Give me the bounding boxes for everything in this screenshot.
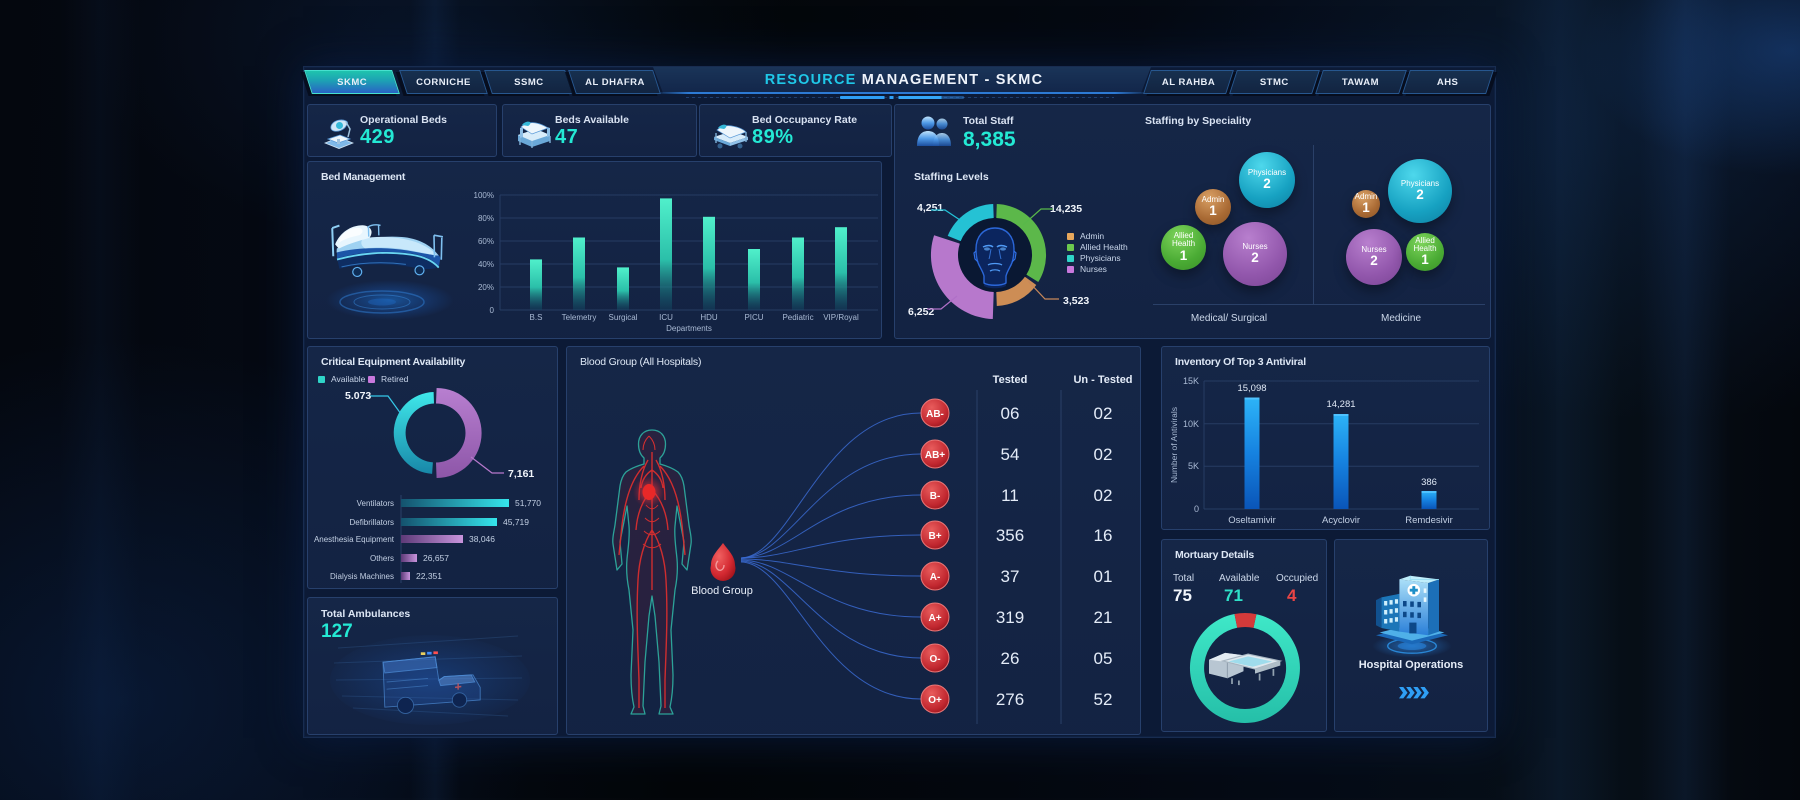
svg-text:15K: 15K — [1183, 376, 1199, 386]
svg-text:01: 01 — [1094, 567, 1113, 586]
svg-text:52: 52 — [1094, 690, 1113, 709]
svg-text:5.073: 5.073 — [345, 390, 371, 402]
svg-text:Telemetry: Telemetry — [562, 313, 597, 322]
svg-text:Defibrillators: Defibrillators — [350, 518, 394, 527]
svg-text:ICU: ICU — [659, 313, 673, 322]
svg-text:AB+: AB+ — [925, 450, 945, 461]
svg-text:Remdesivir: Remdesivir — [1405, 515, 1453, 526]
svg-text:Tested: Tested — [993, 374, 1028, 386]
svg-text:B-: B- — [930, 491, 941, 502]
svg-text:386: 386 — [1421, 477, 1437, 488]
svg-text:5K: 5K — [1188, 461, 1199, 471]
svg-text:45,719: 45,719 — [503, 517, 529, 527]
svg-text:O+: O+ — [928, 695, 942, 706]
svg-text:276: 276 — [996, 690, 1024, 709]
svg-text:10K: 10K — [1183, 419, 1199, 429]
svg-text:26,657: 26,657 — [423, 553, 449, 563]
svg-text:06: 06 — [1001, 404, 1020, 423]
svg-text:B+: B+ — [928, 531, 941, 542]
svg-text:54: 54 — [1001, 445, 1020, 464]
svg-text:7,161: 7,161 — [508, 468, 534, 480]
svg-text:21: 21 — [1094, 608, 1113, 627]
svg-text:Anesthesia Equipment: Anesthesia Equipment — [314, 535, 395, 544]
svg-text:02: 02 — [1094, 404, 1113, 423]
svg-text:Surgical: Surgical — [609, 313, 638, 322]
svg-text:26: 26 — [1001, 649, 1020, 668]
svg-text:38,046: 38,046 — [469, 534, 495, 544]
svg-text:PICU: PICU — [744, 313, 763, 322]
svg-text:O-: O- — [929, 654, 940, 665]
svg-text:37: 37 — [1001, 567, 1020, 586]
svg-text:0: 0 — [490, 306, 495, 315]
svg-text:Pediatric: Pediatric — [782, 313, 813, 322]
svg-text:16: 16 — [1094, 526, 1113, 545]
svg-text:05: 05 — [1094, 649, 1113, 668]
svg-text:80%: 80% — [478, 214, 494, 223]
svg-text:Departments: Departments — [666, 324, 712, 333]
svg-text:HDU: HDU — [700, 313, 718, 322]
svg-text:B.S: B.S — [530, 313, 543, 322]
svg-text:20%: 20% — [478, 283, 494, 292]
svg-text:40%: 40% — [478, 260, 494, 269]
svg-text:Acyclovir: Acyclovir — [1322, 515, 1360, 526]
svg-text:356: 356 — [996, 526, 1024, 545]
svg-text:A-: A- — [930, 572, 941, 583]
svg-text:Dialysis Machines: Dialysis Machines — [330, 572, 394, 581]
svg-text:Others: Others — [370, 554, 394, 563]
svg-text:0: 0 — [1194, 504, 1199, 514]
svg-text:22,351: 22,351 — [416, 571, 442, 581]
svg-text:02: 02 — [1094, 486, 1113, 505]
svg-text:Number of Antivirals: Number of Antivirals — [1169, 407, 1179, 483]
svg-text:02: 02 — [1094, 445, 1113, 464]
svg-text:A+: A+ — [928, 613, 941, 624]
svg-text:Ventilators: Ventilators — [357, 499, 394, 508]
svg-text:51,770: 51,770 — [515, 498, 541, 508]
svg-text:Un - Tested: Un - Tested — [1073, 374, 1132, 386]
svg-text:Blood Group: Blood Group — [691, 585, 753, 597]
svg-text:AB-: AB- — [926, 409, 944, 420]
svg-text:11: 11 — [1001, 486, 1019, 505]
svg-text:60%: 60% — [478, 237, 494, 246]
svg-text:Oseltamivir: Oseltamivir — [1228, 515, 1276, 526]
svg-text:VIP/Royal: VIP/Royal — [823, 313, 859, 322]
svg-text:14,281: 14,281 — [1326, 399, 1355, 410]
svg-text:15,098: 15,098 — [1237, 383, 1266, 394]
svg-text:100%: 100% — [474, 191, 494, 200]
svg-text:319: 319 — [996, 608, 1024, 627]
